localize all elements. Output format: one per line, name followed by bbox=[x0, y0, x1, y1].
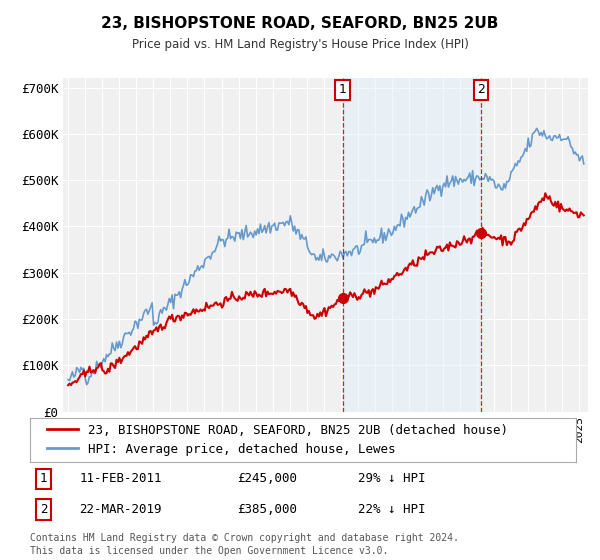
Text: This data is licensed under the Open Government Licence v3.0.: This data is licensed under the Open Gov… bbox=[30, 546, 388, 556]
Text: 11-FEB-2011: 11-FEB-2011 bbox=[79, 473, 161, 486]
Legend: 23, BISHOPSTONE ROAD, SEAFORD, BN25 2UB (detached house), HPI: Average price, de: 23, BISHOPSTONE ROAD, SEAFORD, BN25 2UB … bbox=[42, 419, 513, 461]
Text: £245,000: £245,000 bbox=[238, 473, 298, 486]
Text: 22-MAR-2019: 22-MAR-2019 bbox=[79, 503, 161, 516]
Text: 1: 1 bbox=[40, 473, 47, 486]
Text: 1: 1 bbox=[339, 83, 347, 96]
Text: £385,000: £385,000 bbox=[238, 503, 298, 516]
Text: 2: 2 bbox=[40, 503, 47, 516]
Text: 23, BISHOPSTONE ROAD, SEAFORD, BN25 2UB: 23, BISHOPSTONE ROAD, SEAFORD, BN25 2UB bbox=[101, 16, 499, 31]
Text: 29% ↓ HPI: 29% ↓ HPI bbox=[358, 473, 425, 486]
Text: Price paid vs. HM Land Registry's House Price Index (HPI): Price paid vs. HM Land Registry's House … bbox=[131, 38, 469, 51]
Text: 22% ↓ HPI: 22% ↓ HPI bbox=[358, 503, 425, 516]
Text: 2: 2 bbox=[477, 83, 485, 96]
Bar bbox=[343, 78, 481, 412]
Text: Contains HM Land Registry data © Crown copyright and database right 2024.: Contains HM Land Registry data © Crown c… bbox=[30, 533, 459, 543]
